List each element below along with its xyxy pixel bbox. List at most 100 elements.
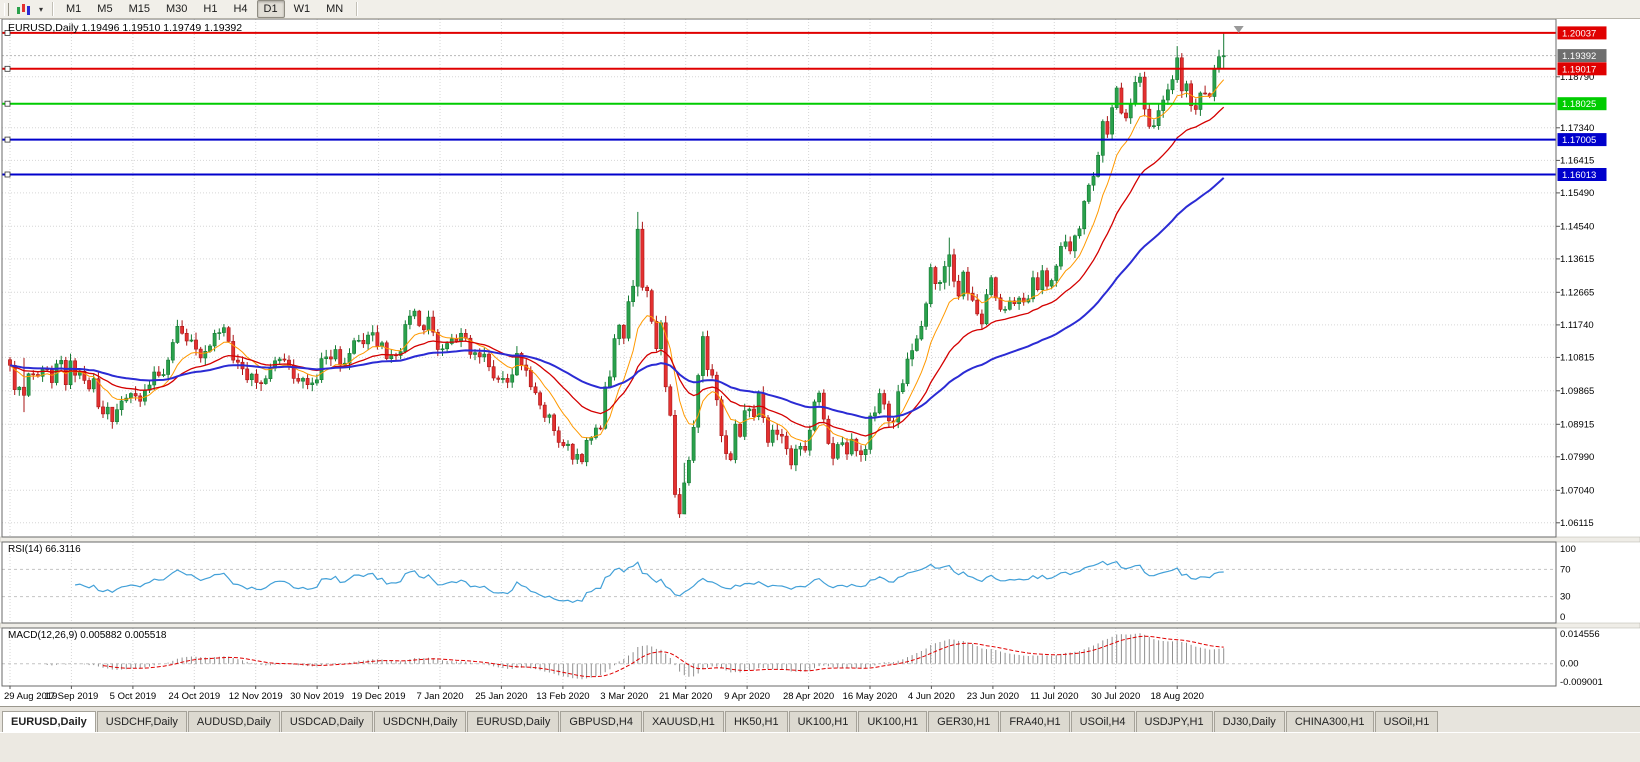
chart-ohlc-title: EURUSD,Daily 1.19496 1.19510 1.19749 1.1…	[8, 22, 243, 34]
chart-tab-HK50-H1[interactable]: HK50,H1	[724, 711, 788, 732]
svg-text:19 Dec 2019: 19 Dec 2019	[352, 691, 406, 702]
moving-average-25	[9, 106, 1225, 437]
svg-text:17 Sep 2019: 17 Sep 2019	[44, 691, 98, 702]
macd-signal-line	[102, 635, 1224, 678]
horizontal-lines[interactable]	[2, 29, 1556, 178]
svg-text:21 Mar 2020: 21 Mar 2020	[659, 691, 712, 702]
rsi-levels	[2, 568, 1556, 598]
svg-text:1.11740: 1.11740	[1560, 320, 1594, 331]
svg-text:12 Nov 2019: 12 Nov 2019	[229, 691, 283, 702]
svg-text:1.16013: 1.16013	[1562, 170, 1596, 181]
status-bar	[0, 732, 1640, 762]
svg-text:1.19392: 1.19392	[1562, 51, 1596, 62]
svg-text:1.06115: 1.06115	[1560, 518, 1594, 529]
svg-text:100: 100	[1560, 544, 1576, 555]
timeframe-button-H1[interactable]: H1	[203, 3, 218, 15]
macd-histogram	[46, 633, 1225, 680]
timeframe-button-H4[interactable]: H4	[233, 3, 248, 15]
timeframe-toolbar: ▾ M1 M5 M15 M30 H1 H4 D1 W1 MN	[0, 0, 1640, 19]
chart-tabs-bar: EURUSD,Daily USDCHF,Daily AUDUSD,Daily USDC…	[0, 706, 1640, 732]
candlestick-chart-icon	[17, 3, 30, 15]
panel-borders	[1, 18, 1557, 687]
chart-tab-GBPUSD-H4[interactable]: GBPUSD,H4	[560, 711, 642, 732]
moving-average-10	[9, 79, 1225, 446]
svg-text:25 Jan 2020: 25 Jan 2020	[475, 691, 527, 702]
chart-tab-GER30-H1[interactable]: GER30,H1	[928, 711, 1000, 732]
toolbar-grip[interactable]	[4, 2, 9, 16]
chart-tab-USOil-H1[interactable]: USOil,H1	[1374, 711, 1439, 732]
chart-tab-USOil-H4[interactable]: USOil,H4	[1070, 711, 1135, 732]
timeframe-button-M15[interactable]: M15	[128, 3, 150, 15]
chart-tab-XAUUSD-H1[interactable]: XAUUSD,H1	[642, 711, 724, 732]
svg-text:0.00: 0.00	[1560, 659, 1579, 670]
candles-layer	[8, 32, 1226, 518]
svg-text:1.08915: 1.08915	[1560, 419, 1594, 430]
svg-text:0.014556: 0.014556	[1560, 629, 1600, 640]
svg-text:1.16415: 1.16415	[1560, 155, 1594, 166]
svg-text:1.17005: 1.17005	[1562, 135, 1596, 146]
svg-text:1.09865: 1.09865	[1560, 386, 1594, 397]
svg-text:1.18025: 1.18025	[1562, 99, 1596, 110]
timeframe-button-M30[interactable]: M30	[165, 3, 188, 15]
svg-text:1.10815: 1.10815	[1560, 352, 1594, 363]
timeframe-button-W1[interactable]: W1	[293, 3, 311, 15]
svg-text:4 Jun 2020: 4 Jun 2020	[908, 691, 955, 702]
svg-text:3 Mar 2020: 3 Mar 2020	[600, 691, 648, 702]
chart-tab-EURUSD-Daily[interactable]: EURUSD,Daily	[2, 711, 96, 732]
chevron-down-icon[interactable]: ▾	[38, 4, 43, 14]
timeframe-button-MN[interactable]: MN	[326, 3, 344, 15]
svg-text:1.17340: 1.17340	[1560, 123, 1594, 134]
chart-tab-USDJPY-H1[interactable]: USDJPY,H1	[1135, 711, 1213, 732]
chart-tab-DJ30-Daily[interactable]: DJ30,Daily	[1213, 711, 1285, 732]
toolbar-separator	[356, 2, 358, 16]
chart-tab-FRA40-H1[interactable]: FRA40,H1	[1000, 711, 1070, 732]
svg-text:29 Aug 2019: 29 Aug 2019	[4, 691, 57, 702]
chart-tab-CHINA300-H1[interactable]: CHINA300,H1	[1285, 711, 1374, 732]
svg-text:23 Jun 2020: 23 Jun 2020	[967, 691, 1019, 702]
svg-text:18 Aug 2020: 18 Aug 2020	[1151, 691, 1204, 702]
svg-text:1.18790: 1.18790	[1560, 72, 1594, 83]
svg-text:24 Oct 2019: 24 Oct 2019	[168, 691, 220, 702]
svg-text:1.14540: 1.14540	[1560, 221, 1594, 232]
chart-type-icon[interactable]	[13, 1, 35, 17]
svg-text:70: 70	[1560, 564, 1571, 575]
svg-text:30: 30	[1560, 592, 1571, 603]
svg-text:0: 0	[1560, 612, 1565, 623]
chart-tab-AUDUSD-Daily[interactable]: AUDUSD,Daily	[187, 711, 280, 732]
svg-text:9 Apr 2020: 9 Apr 2020	[724, 691, 770, 702]
chart-tab-USDCAD-Daily[interactable]: USDCAD,Daily	[280, 711, 373, 732]
svg-text:28 Apr 2020: 28 Apr 2020	[783, 691, 834, 702]
chart-tab-UK100-H1[interactable]: UK100,H1	[858, 711, 928, 732]
moving-average-60	[9, 177, 1225, 419]
svg-text:-0.009001: -0.009001	[1560, 677, 1603, 688]
chart-tab-USDCNH-Daily[interactable]: USDCNH,Daily	[373, 711, 467, 732]
macd-header: MACD(12,26,9) 0.005882 0.005518	[8, 630, 167, 641]
svg-text:30 Nov 2019: 30 Nov 2019	[290, 691, 344, 702]
svg-text:1.12665: 1.12665	[1560, 287, 1594, 298]
chart-tab-USDCHF-Daily[interactable]: USDCHF,Daily	[96, 711, 187, 732]
svg-text:7 Jan 2020: 7 Jan 2020	[416, 691, 463, 702]
chart-tab-EURUSD-Daily[interactable]: EURUSD,Daily	[467, 711, 560, 732]
svg-text:1.07040: 1.07040	[1560, 485, 1594, 496]
svg-text:1.07990: 1.07990	[1560, 452, 1594, 463]
svg-text:1.15490: 1.15490	[1560, 188, 1594, 199]
svg-text:1.13615: 1.13615	[1560, 254, 1594, 265]
timeframe-buttons: M1 M5 M15 M30 H1 H4 D1 W1 MN	[58, 0, 351, 18]
timeframe-button-D1[interactable]: D1	[256, 0, 285, 18]
chart-shift-marker[interactable]	[1233, 26, 1244, 33]
svg-text:13 Feb 2020: 13 Feb 2020	[536, 691, 589, 702]
rsi-line	[74, 560, 1224, 604]
chart-tab-UK100-H1[interactable]: UK100,H1	[788, 711, 858, 732]
svg-text:1.20037: 1.20037	[1562, 28, 1596, 39]
price-axis-labels: 1.18790 1.17340 1.16415 1.15490 1.14540 1.136…	[1560, 72, 1603, 688]
toolbar-separator	[52, 2, 53, 16]
svg-text:16 May 2020: 16 May 2020	[843, 691, 898, 702]
svg-text:30 Jul 2020: 30 Jul 2020	[1091, 691, 1140, 702]
timeframe-button-M1[interactable]: M1	[66, 3, 82, 15]
timeframe-button-M5[interactable]: M5	[97, 3, 113, 15]
svg-text:1.19017: 1.19017	[1562, 64, 1596, 75]
svg-text:11 Jul 2020: 11 Jul 2020	[1030, 691, 1078, 702]
panel-splitter[interactable]	[0, 536, 1640, 629]
